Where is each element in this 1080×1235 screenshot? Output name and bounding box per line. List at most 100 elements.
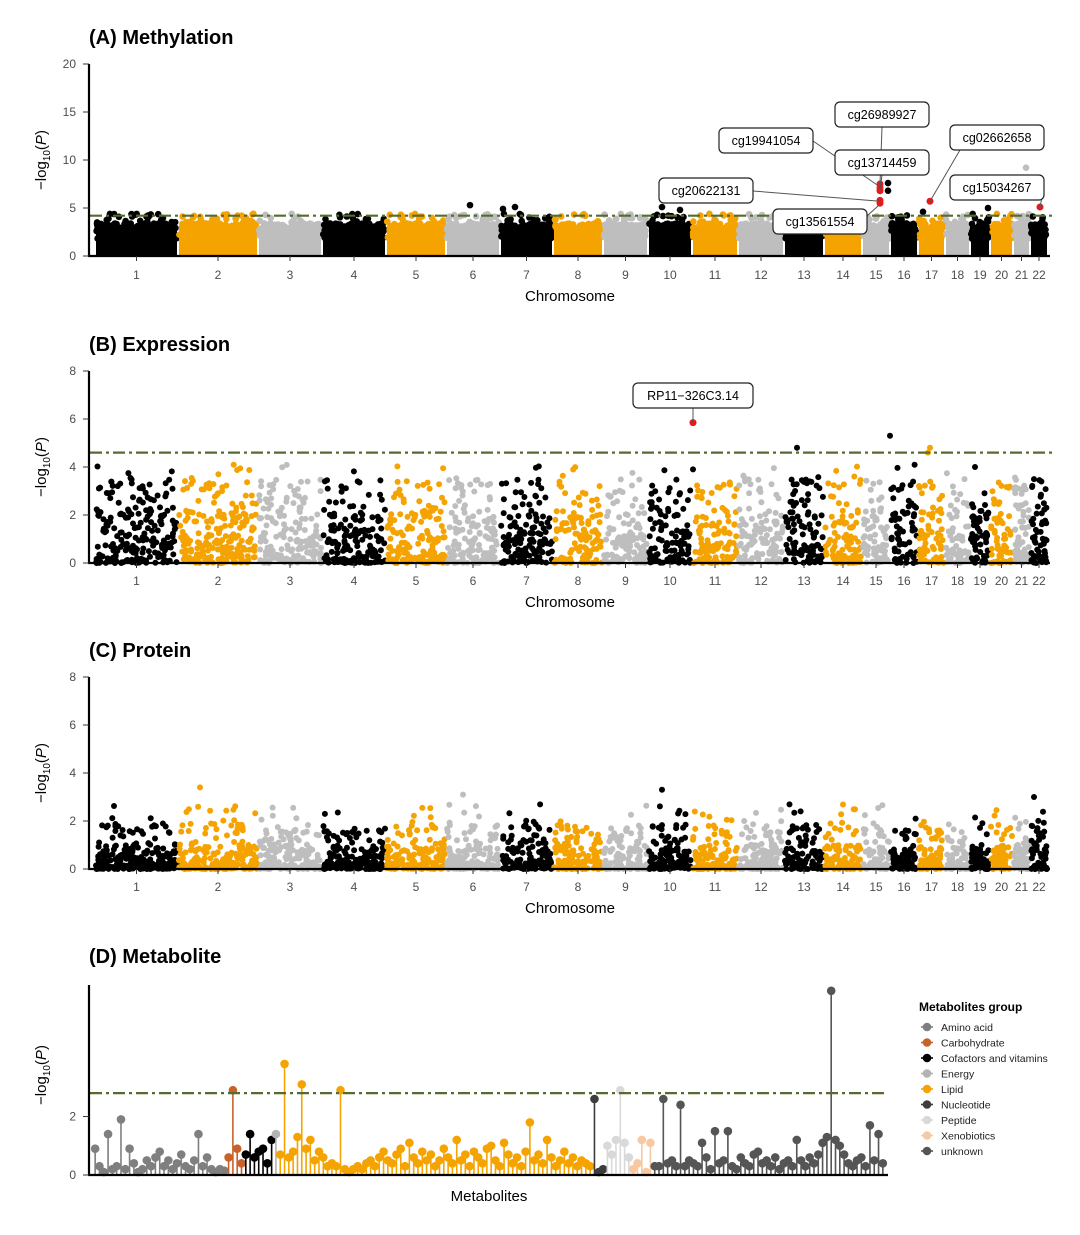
- data-point: [117, 511, 124, 518]
- data-point: [854, 463, 860, 470]
- data-point: [414, 482, 421, 489]
- data-point: [261, 220, 268, 227]
- data-point: [470, 513, 477, 520]
- data-point: [943, 470, 950, 477]
- data-point: [266, 489, 273, 496]
- data-point: [273, 533, 280, 540]
- data-point: [381, 506, 388, 513]
- data-point: [552, 536, 559, 543]
- data-point: [778, 529, 785, 536]
- data-point: [394, 463, 401, 470]
- data-point: [446, 477, 453, 484]
- data-point: [540, 513, 546, 520]
- data-point: [784, 546, 791, 553]
- data-point: [365, 491, 372, 498]
- data-point: [910, 513, 917, 520]
- data-point: [815, 474, 822, 481]
- data-point: [369, 553, 376, 560]
- data-point: [830, 482, 837, 489]
- data-point: [919, 208, 927, 216]
- data-point: [420, 481, 427, 488]
- data-point: [1029, 482, 1036, 489]
- data-point: [741, 475, 748, 481]
- data-point: [535, 481, 542, 488]
- data-point: [459, 488, 466, 495]
- data-point: [471, 488, 478, 495]
- data-point: [856, 480, 863, 487]
- data-point: [478, 481, 485, 488]
- data-point: [103, 216, 110, 224]
- data-point: [513, 551, 520, 558]
- data-point: [264, 544, 271, 551]
- data-point: [222, 533, 229, 540]
- data-point: [484, 506, 491, 513]
- data-point: [911, 461, 918, 468]
- data-point: [731, 493, 738, 500]
- data-point: [647, 516, 654, 523]
- data-point: [274, 551, 281, 558]
- data-point: [577, 514, 584, 521]
- data-point: [805, 491, 812, 498]
- data-point: [638, 504, 645, 510]
- data-point: [528, 479, 535, 486]
- data-point: [790, 521, 797, 528]
- data-point: [783, 541, 790, 548]
- data-point: [665, 505, 672, 512]
- data-point: [613, 215, 620, 223]
- data-point: [662, 513, 669, 520]
- data-point: [112, 553, 119, 560]
- data-point: [998, 553, 1005, 559]
- data-point: [500, 534, 507, 540]
- data-point: [145, 548, 152, 555]
- data-point: [377, 547, 384, 554]
- data-point: [1015, 534, 1022, 541]
- data-point: [230, 461, 237, 468]
- annotation: cg15034267: [949, 174, 1045, 208]
- data-point: [143, 507, 150, 514]
- annotation-leader: [752, 190, 881, 202]
- data-point: [403, 556, 410, 563]
- data-point: [193, 518, 200, 525]
- data-point: [242, 546, 249, 553]
- data-point: [511, 203, 519, 211]
- data-point: [679, 549, 686, 556]
- data-point: [949, 483, 956, 490]
- x-tick-label: 18: [951, 268, 965, 282]
- data-point: [790, 491, 797, 498]
- data-point: [787, 509, 794, 516]
- data-point: [811, 533, 818, 540]
- data-point: [888, 212, 896, 220]
- y-tick-label: 20: [63, 57, 77, 71]
- data-point: [697, 219, 704, 226]
- data-point: [476, 529, 483, 536]
- data-point: [770, 465, 777, 472]
- data-point: [232, 215, 240, 223]
- data-point: [697, 550, 704, 556]
- x-tick-label: 17: [925, 268, 939, 282]
- data-point: [117, 529, 124, 536]
- data-point: [213, 215, 221, 222]
- data-point: [988, 545, 995, 552]
- data-point: [1007, 531, 1014, 538]
- annotation-label: cg02662658: [963, 131, 1032, 145]
- data-point: [662, 522, 669, 529]
- x-tick-label: 2: [215, 268, 222, 282]
- data-point: [523, 521, 530, 528]
- data-point: [639, 535, 646, 542]
- data-point: [957, 552, 964, 559]
- data-point: [831, 529, 838, 536]
- data-point: [755, 476, 762, 483]
- data-point: [793, 481, 800, 488]
- data-point: [464, 518, 471, 525]
- data-point: [545, 218, 553, 225]
- data-point: [624, 512, 631, 518]
- data-point: [97, 484, 104, 491]
- data-point: [491, 519, 497, 526]
- data-point: [770, 541, 777, 548]
- data-point: [178, 534, 185, 541]
- data-band: [501, 225, 552, 256]
- data-point: [295, 552, 302, 559]
- data-point: [476, 508, 483, 515]
- data-point: [746, 490, 753, 497]
- data-point: [435, 515, 442, 522]
